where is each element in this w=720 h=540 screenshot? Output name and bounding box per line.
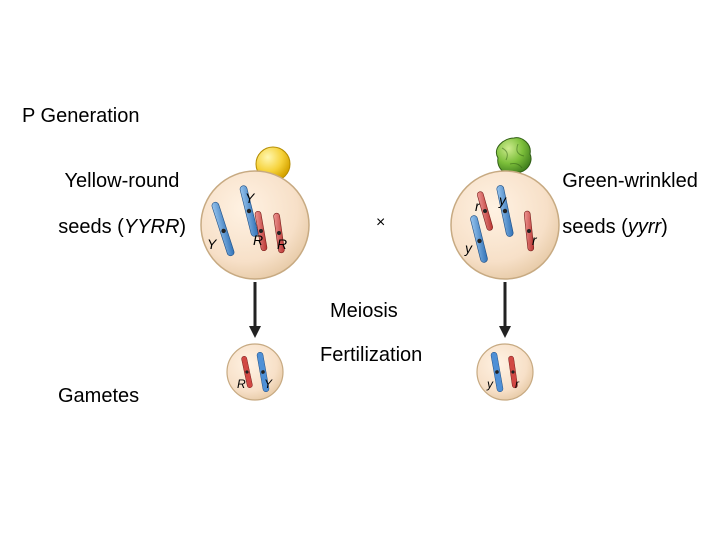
left-parent-genotype: YYRR — [124, 216, 180, 238]
cross-symbol: × — [376, 214, 385, 232]
allele-Y-left-2: Y — [245, 190, 254, 206]
allele-r-right-2: r — [532, 232, 537, 248]
left-parent-cell — [199, 169, 311, 281]
allele-r-right-1: r — [475, 198, 480, 214]
allele-y-gamete-right: y — [487, 377, 493, 391]
left-parent-label: Yellow-round seeds (YYRR) — [36, 147, 186, 262]
allele-y-right-2: y — [465, 240, 472, 256]
left-parent-line1: Yellow-round — [65, 170, 180, 192]
fertilization-label: Fertilization — [320, 344, 422, 367]
gametes-label: Gametes — [58, 385, 139, 408]
right-gamete-cell — [475, 342, 535, 402]
right-parent-label: Green-wrinkled seeds (yyrr) — [540, 147, 698, 262]
arrow-down-left-icon — [247, 280, 263, 342]
left-gamete-cell — [225, 342, 285, 402]
allele-Y-left-1: Y — [207, 236, 216, 252]
right-parent-cell — [449, 169, 561, 281]
meiosis-label: Meiosis — [330, 300, 398, 323]
diagram-stage: P Generation Yellow-round seeds (YYRR) G… — [0, 0, 720, 540]
allele-y-right-1: y — [499, 192, 506, 208]
allele-R-left-1: R — [253, 232, 263, 248]
arrow-down-right-icon — [497, 280, 513, 342]
p-generation-label: P Generation — [22, 105, 140, 128]
right-parent-genotype: yyrr — [628, 216, 661, 238]
allele-Y-gamete-left: Y — [264, 377, 272, 391]
left-parent-close: ) — [179, 216, 186, 238]
allele-r-gamete-right: r — [515, 377, 519, 391]
allele-R-gamete-left: R — [237, 377, 246, 391]
right-parent-line1: Green-wrinkled — [562, 170, 698, 192]
allele-R-left-2: R — [277, 236, 287, 252]
left-parent-line2-prefix: seeds ( — [58, 216, 124, 238]
right-parent-line2-prefix: seeds ( — [562, 216, 628, 238]
right-parent-close: ) — [661, 216, 668, 238]
